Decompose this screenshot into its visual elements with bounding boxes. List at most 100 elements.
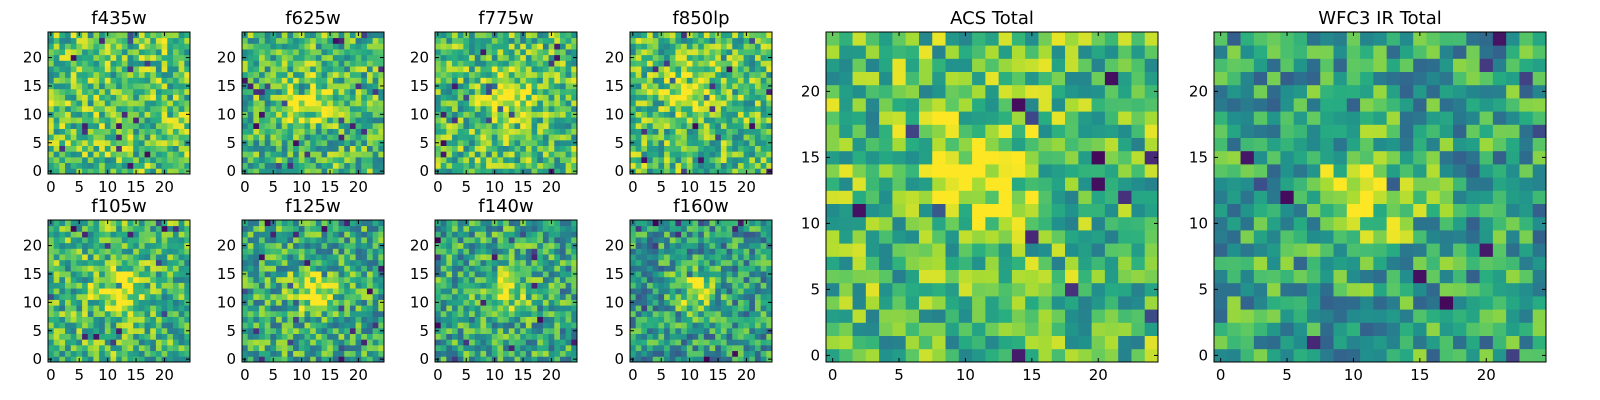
heatmap-cell xyxy=(635,139,642,146)
heatmap-cell xyxy=(647,37,654,44)
heatmap-cell xyxy=(150,265,157,272)
heatmap-cell xyxy=(349,248,356,255)
heatmap-cell xyxy=(709,49,716,56)
heatmap-cell xyxy=(178,242,185,249)
heatmap-cell xyxy=(321,145,328,152)
x-tick-label: 0 xyxy=(433,366,443,384)
heatmap-cell xyxy=(715,276,722,283)
heatmap-cell xyxy=(372,254,379,261)
heatmap-cell xyxy=(635,105,642,112)
heatmap-cell xyxy=(253,83,260,90)
heatmap-cell xyxy=(355,316,362,323)
heatmap-cell xyxy=(491,339,498,346)
heatmap-cell xyxy=(310,242,317,249)
heatmap-cell xyxy=(542,83,549,90)
heatmap-cell xyxy=(658,271,665,278)
heatmap-cell xyxy=(247,225,254,232)
heatmap-cell xyxy=(548,43,555,50)
heatmap-cell xyxy=(270,299,277,306)
heatmap-cell xyxy=(332,271,339,278)
y-tick-label: 5 xyxy=(614,134,624,152)
heatmap-cell xyxy=(327,265,334,272)
heatmap-cell xyxy=(293,242,300,249)
heatmap-cell xyxy=(361,134,368,141)
heatmap-cell xyxy=(121,151,128,158)
heatmap-cell xyxy=(332,105,339,112)
heatmap-cell xyxy=(635,333,642,340)
heatmap-cell xyxy=(641,32,648,39)
heatmap-cell xyxy=(264,122,271,129)
heatmap-cell xyxy=(548,344,555,352)
heatmap-cell xyxy=(247,162,254,169)
heatmap-cell xyxy=(276,316,283,323)
heatmap-cell xyxy=(344,339,351,346)
heatmap-cell xyxy=(99,60,106,67)
heatmap-cell xyxy=(503,316,510,323)
heatmap-cell xyxy=(264,134,271,141)
heatmap-cell xyxy=(321,37,328,44)
heatmap-cell xyxy=(48,293,55,300)
heatmap-cell xyxy=(315,32,322,39)
heatmap-cell xyxy=(766,333,773,340)
heatmap-cell xyxy=(652,88,659,95)
heatmap-cell xyxy=(457,322,464,329)
heatmap-cell xyxy=(155,105,162,112)
heatmap-cell xyxy=(514,134,521,141)
heatmap-cell xyxy=(686,43,693,50)
heatmap-cell xyxy=(457,128,464,135)
heatmap-cell xyxy=(116,339,123,346)
heatmap-cell xyxy=(378,94,385,101)
heatmap-cell xyxy=(497,100,504,107)
heatmap-cell xyxy=(503,71,510,78)
heatmap-cell xyxy=(315,83,322,90)
heatmap-cell xyxy=(53,71,60,78)
heatmap-cell xyxy=(99,333,106,340)
heatmap-cell xyxy=(520,162,527,169)
heatmap-cell xyxy=(366,49,374,56)
heatmap-cell xyxy=(355,288,362,295)
heatmap-cell xyxy=(486,66,493,73)
heatmap-cell xyxy=(641,288,648,295)
heatmap-cell xyxy=(253,49,260,56)
heatmap-cell xyxy=(675,322,682,329)
heatmap-cell xyxy=(681,145,688,152)
heatmap-cell xyxy=(116,54,123,61)
heatmap-cell xyxy=(87,259,94,266)
heatmap-cell xyxy=(293,37,300,44)
heatmap-cell xyxy=(298,248,305,255)
heatmap-cell xyxy=(327,105,334,112)
heatmap-cell xyxy=(749,276,756,283)
heatmap-cell xyxy=(264,254,271,261)
heatmap-cell xyxy=(93,316,100,323)
heatmap-cell xyxy=(698,299,705,306)
heatmap-cell xyxy=(720,305,727,312)
heatmap-cell xyxy=(366,237,374,244)
heatmap-cell xyxy=(491,322,498,329)
heatmap-cell xyxy=(508,66,515,73)
y-tick-label: 10 xyxy=(217,105,236,123)
heatmap-cell xyxy=(138,293,145,300)
heatmap-cell xyxy=(155,71,162,78)
heatmap-cell xyxy=(726,139,733,146)
heatmap-cell xyxy=(59,248,66,255)
heatmap-cell xyxy=(253,145,260,152)
heatmap-cell xyxy=(571,151,578,158)
heatmap-cell xyxy=(110,54,117,61)
heatmap-cell xyxy=(559,139,567,146)
heatmap-cell xyxy=(116,162,123,169)
heatmap-cell xyxy=(720,333,727,340)
heatmap-cell xyxy=(144,327,151,334)
heatmap-cell xyxy=(138,242,145,249)
heatmap-cell xyxy=(259,156,266,164)
heatmap-cell xyxy=(732,333,739,340)
heatmap-cell xyxy=(327,94,334,101)
heatmap-cell xyxy=(669,111,676,118)
heatmap-cell xyxy=(65,139,72,146)
heatmap-cell xyxy=(537,60,544,67)
heatmap-cell xyxy=(304,293,311,300)
axes-frame xyxy=(241,31,385,175)
heatmap-cell xyxy=(104,139,111,146)
x-tick-label: 20 xyxy=(155,366,174,384)
heatmap-cell xyxy=(435,288,442,295)
heatmap-cell xyxy=(571,71,578,78)
